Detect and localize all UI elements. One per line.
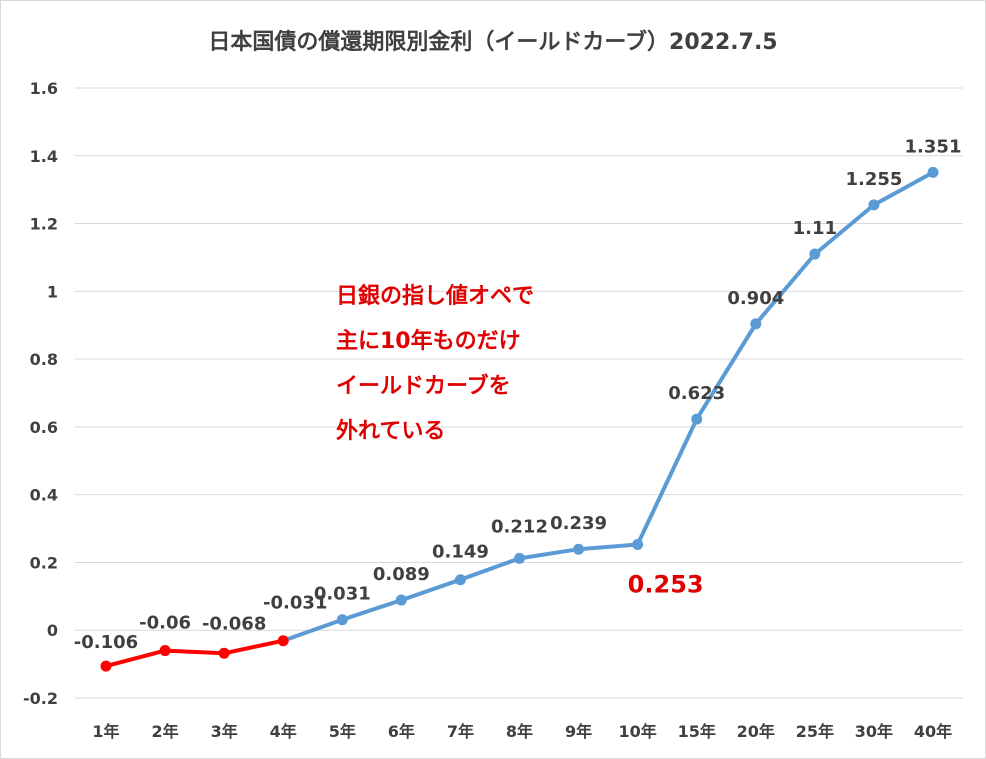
y-tick-label: 0 <box>47 621 58 640</box>
annotation-line: 外れている <box>336 418 445 444</box>
data-label: -0.068 <box>202 613 266 634</box>
data-label: 0.089 <box>373 564 430 585</box>
data-label: -0.06 <box>139 613 191 634</box>
x-tick-label: 8年 <box>506 722 533 741</box>
data-point <box>218 647 230 659</box>
x-tick-label: 25年 <box>796 722 834 741</box>
x-tick-label: 4年 <box>270 722 297 741</box>
x-tick-label: 6年 <box>388 722 415 741</box>
chart-title: 日本国債の償還期限別金利（イールドカーブ）2022.7.5 <box>208 30 778 55</box>
annotation-line: イールドカーブを <box>336 373 511 399</box>
y-tick-label: 0.4 <box>30 486 58 505</box>
data-label: 0.212 <box>491 516 548 537</box>
data-point <box>691 413 703 425</box>
series-line-main <box>282 170 934 643</box>
y-tick-label: 1.4 <box>30 147 58 166</box>
y-tick-label: 0.8 <box>30 350 58 369</box>
data-point <box>159 645 171 657</box>
data-point <box>927 166 939 178</box>
data-point <box>514 552 525 564</box>
data-label: 1.11 <box>793 218 837 239</box>
data-labels: -0.106-0.06 -0.068-0.0310.0310.0890.1490.… <box>74 136 962 653</box>
annotation-line: 日銀の指し値オペで <box>336 284 534 309</box>
data-point <box>277 635 289 647</box>
y-tick-label: 0.6 <box>30 418 58 437</box>
y-tick-label: -0.2 <box>23 689 58 708</box>
data-point <box>809 248 821 260</box>
x-tick-label: 1年 <box>92 722 119 741</box>
data-point <box>632 538 644 550</box>
x-tick-label: 3年 <box>211 722 238 741</box>
data-point <box>336 614 348 626</box>
y-axis-ticks: 1.6 1.4 1.2 1 0.8 0.6 0.4 0.2 0 -0.2 <box>23 79 58 708</box>
series-points <box>100 166 939 672</box>
y-tick-label: 1.2 <box>30 215 58 234</box>
x-tick-label: 5年 <box>329 722 356 741</box>
data-point <box>750 318 762 330</box>
x-tick-label: 40年 <box>914 722 952 741</box>
data-point <box>454 574 466 586</box>
data-label: 0.149 <box>432 542 489 563</box>
x-tick-label: 9年 <box>565 722 592 741</box>
x-tick-label: 7年 <box>447 722 474 741</box>
data-label: -0.031 <box>263 593 327 614</box>
x-axis-ticks: 1年 2年 3年 4年 5年 6年 7年 8年 9年 10年 15年 20年 25年 30年 40年 <box>92 722 952 741</box>
grid-lines <box>75 87 963 699</box>
x-tick-label: 10年 <box>619 722 657 741</box>
data-point <box>395 594 407 606</box>
data-label: -0.106 <box>74 632 138 653</box>
y-tick-label: 1.6 <box>30 79 58 98</box>
data-label: 1.255 <box>845 169 902 190</box>
x-tick-label: 2年 <box>152 722 179 741</box>
data-point <box>868 199 880 211</box>
data-label: 0.253 <box>628 570 704 598</box>
data-point <box>100 660 112 672</box>
data-label: 1.351 <box>905 136 962 157</box>
x-tick-label: 15年 <box>678 722 716 741</box>
x-tick-label: 30年 <box>855 722 893 741</box>
annotation-line: 主に10年ものだけ <box>336 328 521 354</box>
x-tick-label: 20年 <box>737 722 775 741</box>
data-label: 0.031 <box>314 584 371 605</box>
data-label: 0.904 <box>727 288 784 309</box>
y-tick-label: 1 <box>47 282 58 301</box>
data-label: 0.623 <box>668 383 725 404</box>
data-point <box>573 543 585 555</box>
data-label: 0.239 <box>550 513 607 534</box>
series-lines <box>105 170 934 669</box>
series-line-highlight <box>105 638 284 669</box>
y-tick-label: 0.2 <box>30 553 58 572</box>
